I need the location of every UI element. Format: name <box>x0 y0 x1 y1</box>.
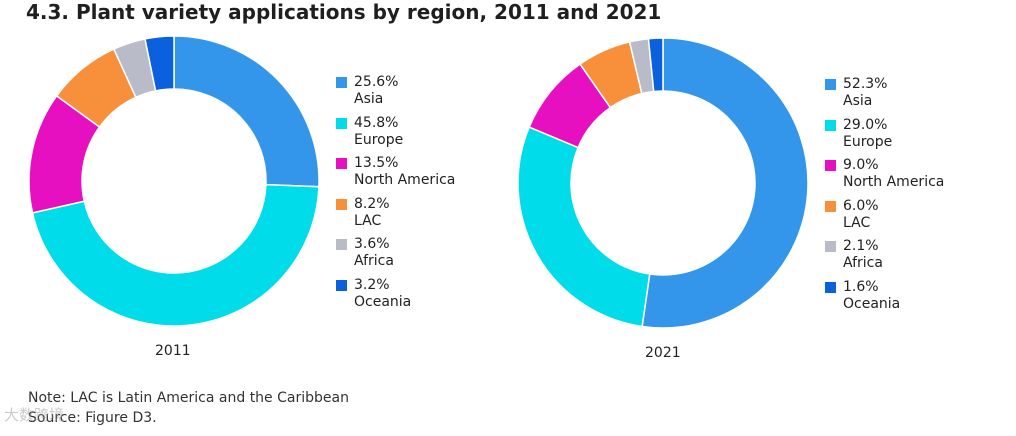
legend-label: Oceania <box>843 295 901 312</box>
legend-swatch-lac <box>825 200 836 212</box>
donut-slice-2011-oceania <box>144 35 175 92</box>
legend-swatch-oceania <box>336 279 347 291</box>
legend-swatch-africa <box>825 241 836 252</box>
legend-item-asia: 25.6% Asia <box>336 74 455 115</box>
chart-title: 4.3. Plant variety applications by regio… <box>26 0 662 24</box>
year-label-2011: 2011 <box>155 343 191 359</box>
legend-value: 25.6% <box>354 74 399 90</box>
legend-swatch-europe <box>825 119 836 131</box>
legend-value: 8.2% <box>354 195 390 212</box>
legend-value: 6.0% <box>843 197 879 214</box>
year-label-2021: 2021 <box>645 345 681 361</box>
legend-2011: 25.6% Asia 45.8% Europe 13.5% North Amer… <box>336 74 455 317</box>
donut-slice-2011-asia <box>173 35 320 188</box>
legend-label: Europe <box>354 131 404 148</box>
legend-label: Africa <box>354 253 394 269</box>
source-text: Source: Figure D3. <box>28 410 157 426</box>
donut-slice-2021-asia <box>641 37 809 329</box>
legend-value: 52.3% <box>843 76 888 92</box>
legend-swatch-lac <box>336 198 347 210</box>
legend-2021: 52.3% Asia 29.0% Europe 9.0% North Ameri… <box>825 76 944 319</box>
legend-swatch-oceania <box>825 281 836 293</box>
legend-label: Asia <box>843 93 873 109</box>
legend-swatch-north-america <box>825 160 836 171</box>
legend-value: 13.5% <box>354 155 399 171</box>
legend-item-africa: 3.6% Africa <box>336 236 455 277</box>
legend-value: 29.0% <box>843 116 888 133</box>
donut-chart-2021 <box>517 37 809 329</box>
legend-value: 2.1% <box>843 238 879 254</box>
legend-swatch-africa <box>336 239 347 250</box>
legend-value: 45.8% <box>354 114 399 131</box>
legend-value: 3.6% <box>354 236 390 252</box>
legend-label: Africa <box>843 255 883 271</box>
legend-item-north-america: 13.5% North America <box>336 155 455 196</box>
legend-swatch-asia <box>825 79 836 90</box>
legend-item-lac: 8.2% LAC <box>336 196 455 237</box>
legend-swatch-europe <box>336 117 347 129</box>
legend-swatch-north-america <box>336 158 347 169</box>
legend-label: LAC <box>843 214 871 231</box>
legend-value: 3.2% <box>354 276 390 293</box>
legend-item-europe: 45.8% Europe <box>336 115 455 156</box>
legend-item-asia: 52.3% Asia <box>825 76 944 117</box>
legend-label: LAC <box>354 212 382 229</box>
legend-label: Oceania <box>354 293 412 310</box>
donut-slice-2021-europe <box>517 126 651 328</box>
legend-value: 9.0% <box>843 157 879 173</box>
donut-slice-2021-oceania <box>647 37 664 93</box>
donut-slice-2011-europe <box>31 183 320 327</box>
legend-item-europe: 29.0% Europe <box>825 117 944 158</box>
legend-label: Asia <box>354 91 384 107</box>
legend-swatch-asia <box>336 77 347 88</box>
legend-label: Europe <box>843 133 893 150</box>
legend-item-north-america: 9.0% North America <box>825 157 944 198</box>
legend-label: North America <box>843 174 945 190</box>
chart-notes: Note: LAC is Latin America and the Carib… <box>28 388 349 428</box>
legend-item-lac: 6.0% LAC <box>825 198 944 239</box>
legend-item-oceania: 3.2% Oceania <box>336 277 455 318</box>
legend-value: 1.6% <box>843 278 879 295</box>
note-text: Note: LAC is Latin America and the Carib… <box>28 390 349 406</box>
legend-item-africa: 2.1% Africa <box>825 238 944 279</box>
legend-item-oceania: 1.6% Oceania <box>825 279 944 320</box>
legend-label: North America <box>354 172 456 188</box>
donut-chart-2011 <box>28 35 320 327</box>
